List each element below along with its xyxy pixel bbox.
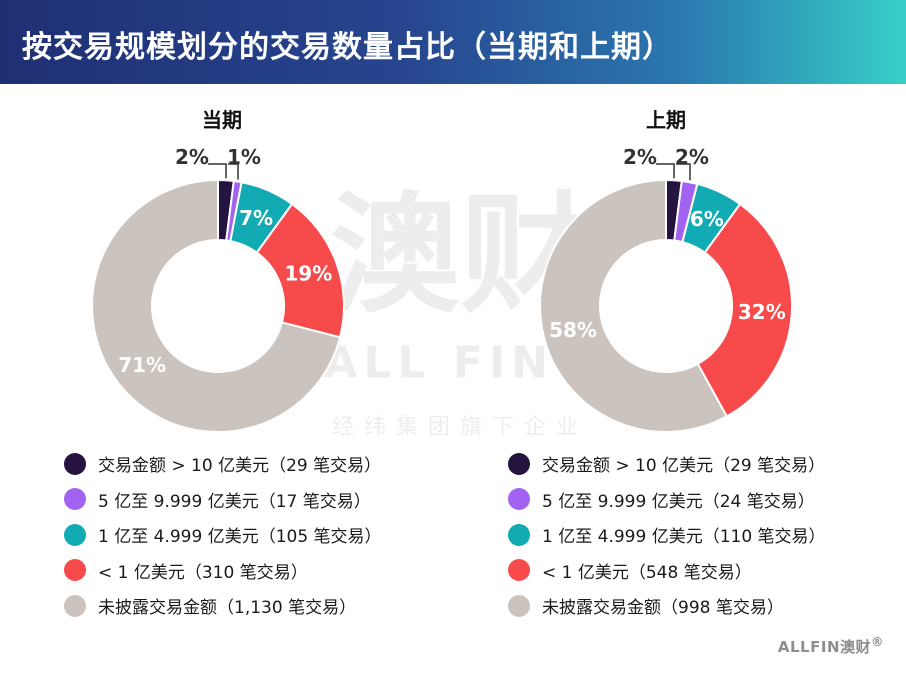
current-slice-undisclosed [91, 178, 342, 433]
previous-value-label-over-10b: 2% [623, 145, 657, 169]
header-banner: 按交易规模划分的交易数量占比（当期和上期） [0, 0, 906, 84]
previous-legend-item-5b-10b: 5 亿至 9.999 亿美元（24 笔交易） [508, 482, 826, 518]
current-leader-line-5b-10b [228, 163, 239, 180]
previous-legend-label-1b-5b: 1 亿至 4.999 亿美元（110 笔交易） [542, 527, 826, 548]
current-value-label-undisclosed: 71% [118, 353, 166, 377]
current-legend-label-5b-10b: 5 亿至 9.999 亿美元（17 笔交易） [98, 491, 371, 512]
previous-slice-undisclosed [539, 178, 729, 433]
current-legend-swatch-5b-10b [64, 488, 86, 511]
previous-leader-line-over-10b [656, 163, 675, 179]
current-legend-item-undisclosed: 未披露交易金额（1,130 笔交易） [64, 588, 382, 624]
current-legend-swatch-undisclosed [64, 594, 86, 617]
previous-value-label-undisclosed: 58% [549, 318, 597, 342]
logo-registered-mark: ® [871, 634, 884, 649]
current-value-label-1b-5b: 7% [239, 206, 273, 230]
logo-text: ALLFIN澳财 [777, 638, 871, 656]
current-legend-item-1b-5b: 1 亿至 4.999 亿美元（105 笔交易） [64, 517, 382, 553]
current-legend-swatch-over-10b [64, 452, 86, 475]
current-legend-label-1b-5b: 1 亿至 4.999 亿美元（105 笔交易） [98, 527, 382, 548]
previous-legend-swatch-1b-5b [508, 523, 530, 546]
current-legend-label-undisclosed: 未披露交易金额（1,130 笔交易） [98, 598, 357, 619]
chart-title-previous: 上期 [646, 108, 686, 132]
current-legend-item-5b-10b: 5 亿至 9.999 亿美元（17 笔交易） [64, 482, 382, 518]
current-leader-line-over-10b [208, 163, 227, 179]
page-title: 按交易规模划分的交易数量占比（当期和上期） [22, 30, 673, 65]
legend-previous: 交易金额 > 10 亿美元（29 笔交易） 5 亿至 9.999 亿美元（24 笔… [508, 446, 826, 624]
previous-legend-item-undisclosed: 未披露交易金额（998 笔交易） [508, 588, 826, 624]
current-legend-item-under-1b: < 1 亿美元（310 笔交易） [64, 553, 382, 589]
previous-legend-label-over-10b: 交易金额 > 10 亿美元（29 笔交易） [542, 456, 826, 477]
allfin-logo: ALLFIN澳财® [778, 634, 884, 657]
previous-value-label-1b-5b: 6% [690, 207, 724, 231]
current-legend-label-under-1b: < 1 亿美元（310 笔交易） [98, 562, 308, 583]
previous-legend-item-under-1b: < 1 亿美元（548 笔交易） [508, 553, 826, 589]
previous-legend-swatch-under-1b [508, 559, 530, 582]
previous-value-label-5b-10b: 2% [675, 145, 709, 169]
chart-title-current: 当期 [202, 108, 242, 132]
current-value-label-over-10b: 2% [175, 145, 209, 169]
previous-value-label-under-1b: 32% [738, 300, 786, 324]
previous-legend-swatch-undisclosed [508, 594, 530, 617]
previous-legend-label-5b-10b: 5 亿至 9.999 亿美元（24 笔交易） [542, 491, 815, 512]
previous-legend-swatch-5b-10b [508, 488, 530, 511]
previous-legend-label-undisclosed: 未披露交易金额（998 笔交易） [542, 598, 784, 619]
current-slice-under-1b [255, 202, 345, 339]
previous-legend-label-under-1b: < 1 亿美元（548 笔交易） [542, 562, 752, 583]
current-value-label-under-1b: 19% [284, 261, 332, 285]
legend-current: 交易金额 > 10 亿美元（29 笔交易） 5 亿至 9.999 亿美元（17 笔… [64, 446, 382, 624]
previous-legend-swatch-over-10b [508, 452, 530, 475]
current-legend-swatch-under-1b [64, 559, 86, 582]
current-legend-swatch-1b-5b [64, 523, 86, 546]
previous-legend-item-1b-5b: 1 亿至 4.999 亿美元（110 笔交易） [508, 517, 826, 553]
current-legend-item-over-10b: 交易金额 > 10 亿美元（29 笔交易） [64, 446, 382, 482]
previous-slice-under-1b [696, 202, 793, 418]
current-legend-label-over-10b: 交易金额 > 10 亿美元（29 笔交易） [98, 456, 382, 477]
previous-legend-item-over-10b: 交易金额 > 10 亿美元（29 笔交易） [508, 446, 826, 482]
current-value-label-5b-10b: 1% [227, 145, 261, 169]
previous-leader-line-5b-10b [676, 163, 691, 181]
